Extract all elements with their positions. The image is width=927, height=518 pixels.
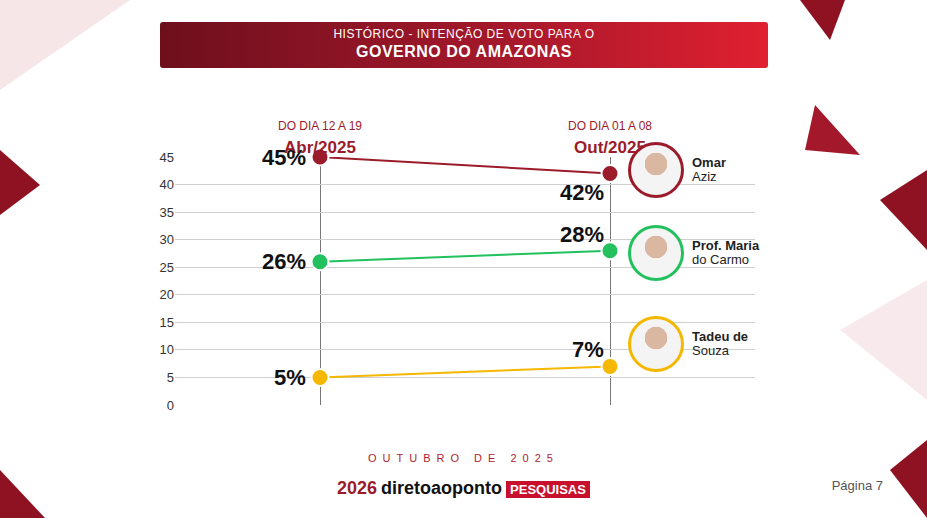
svg-text:25: 25 xyxy=(160,260,174,275)
html-text:Out/2025: Out/2025 xyxy=(574,137,646,157)
svg-text:20: 20 xyxy=(160,287,174,302)
html-text:Souza: Souza xyxy=(692,343,729,358)
svg-text:45: 45 xyxy=(160,150,174,165)
html-text:Prof. Maria: Prof. Maria xyxy=(692,238,760,253)
html-text:Tadeu de: Tadeu de xyxy=(692,329,749,344)
svg-text:26%: 26% xyxy=(262,249,306,274)
html-text:do Carmo: do Carmo xyxy=(692,252,750,267)
svg-text:7%: 7% xyxy=(572,337,604,362)
svg-text:5%: 5% xyxy=(274,365,306,390)
svg-text:30: 30 xyxy=(160,232,174,247)
svg-text:DO DIA 12 A 19Abr/2025: DO DIA 12 A 19Abr/2025 xyxy=(278,120,362,157)
svg-text:0: 0 xyxy=(167,398,174,413)
html-text:PESQUISAS: PESQUISAS xyxy=(510,482,586,497)
svg-text:45%: 45% xyxy=(262,145,306,170)
svg-text:35: 35 xyxy=(160,205,174,220)
svg-text:40: 40 xyxy=(160,177,174,192)
html-text:Página 7: Página 7 xyxy=(831,478,883,493)
html-text:2026 diretoaoponto: 2026 diretoaoponto xyxy=(337,478,503,498)
html-text:GOVERNO DO AMAZONAS: GOVERNO DO AMAZONAS xyxy=(356,43,572,60)
html-text:Aziz: Aziz xyxy=(692,169,717,184)
html-text:DO DIA 01 A 08: DO DIA 01 A 08 xyxy=(568,119,652,134)
html-text:OUTUBRO DE 2025: OUTUBRO DE 2025 xyxy=(368,452,559,464)
svg-text:10: 10 xyxy=(160,342,174,357)
html-text:HISTÓRICO - INTENÇÃO DE VOTO P: HISTÓRICO - INTENÇÃO DE VOTO PARA O xyxy=(333,27,595,41)
svg-text:42%: 42% xyxy=(560,180,604,205)
html-text:Omar: Omar xyxy=(692,155,726,170)
svg-text:28%: 28% xyxy=(560,222,604,247)
svg-text:15: 15 xyxy=(160,315,174,330)
svg-text:5: 5 xyxy=(167,370,174,385)
